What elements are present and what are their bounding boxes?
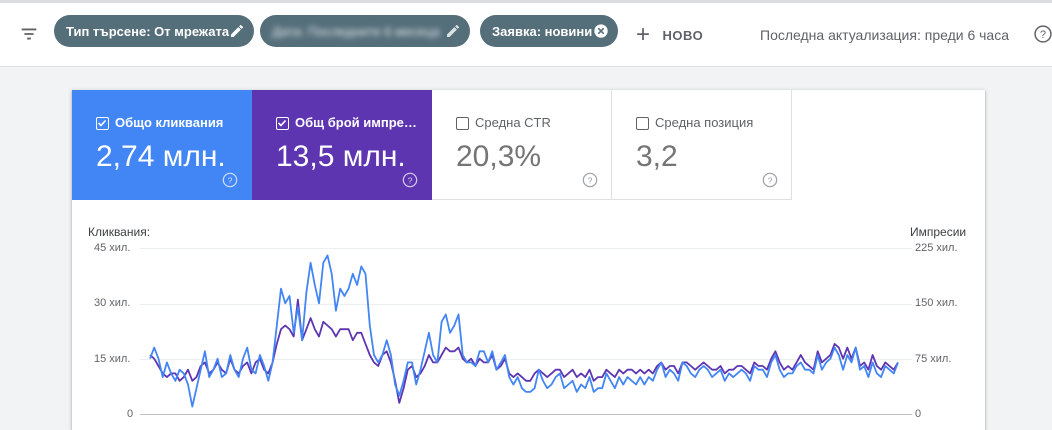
checkbox-unchecked[interactable] xyxy=(456,117,469,130)
x-axis-line xyxy=(140,414,912,415)
gridline xyxy=(140,248,912,249)
right-axis-title: Импресии xyxy=(910,225,967,239)
metric-label: Средна позиция xyxy=(655,115,754,130)
metric-tile-position[interactable]: Средна позиция 3,2 ? xyxy=(612,90,792,200)
svg-text:?: ? xyxy=(588,175,593,185)
svg-text:?: ? xyxy=(228,175,233,185)
right-tick: 225 хил. xyxy=(915,242,958,254)
performance-card: Общо кликвания 2,74 млн. ? Общ брой импр… xyxy=(72,90,985,430)
filter-icon[interactable] xyxy=(18,23,40,45)
metric-label: Средна CTR xyxy=(475,115,551,130)
right-tick: 75 хил. xyxy=(915,353,952,365)
left-tick: 45 хил. xyxy=(94,242,131,254)
metric-value: 13,5 млн. xyxy=(276,140,406,173)
right-tick: 150 хил. xyxy=(915,297,958,309)
left-tick: 15 хил. xyxy=(94,353,131,365)
metric-tile-ctr[interactable]: Средна CTR 20,3% ? xyxy=(432,90,612,200)
right-tick: 0 xyxy=(915,408,922,420)
close-circle-icon[interactable] xyxy=(593,23,609,39)
filter-bar: Тип търсене: От мрежата Дата: Последните… xyxy=(0,3,1052,67)
left-tick: 0 xyxy=(127,408,134,420)
edit-icon[interactable] xyxy=(445,23,461,39)
checkbox-unchecked[interactable] xyxy=(636,117,649,130)
metric-tile-clicks[interactable]: Общо кликвания 2,74 млн. ? xyxy=(72,90,252,200)
performance-chart xyxy=(149,254,899,408)
plus-icon: + xyxy=(636,21,651,48)
metric-tile-impressions[interactable]: Общ брой импре… 13,5 млн. ? xyxy=(252,90,432,200)
edit-icon[interactable] xyxy=(229,23,245,39)
clicks-series-line xyxy=(149,254,899,408)
svg-text:?: ? xyxy=(1040,29,1046,41)
checkbox-checked[interactable] xyxy=(96,117,109,130)
metric-label: Общо кликвания xyxy=(115,115,224,130)
gridline xyxy=(140,359,912,360)
help-icon[interactable]: ? xyxy=(402,172,418,188)
help-icon[interactable]: ? xyxy=(762,172,778,188)
left-axis-title: Кликвания: xyxy=(88,225,151,239)
impressions-series-line xyxy=(149,298,899,404)
query-chip[interactable]: Заявка: новини xyxy=(480,15,618,47)
chip-label: Заявка: новини xyxy=(492,23,593,39)
date-range-chip[interactable]: Дата: Последните 6 месеца xyxy=(260,15,470,47)
metric-value: 3,2 xyxy=(636,140,678,173)
new-filter-button[interactable]: + НОВО xyxy=(636,21,703,49)
svg-text:?: ? xyxy=(408,175,413,185)
search-type-chip[interactable]: Тип търсене: От мрежата xyxy=(54,15,254,47)
metric-value: 2,74 млн. xyxy=(96,140,226,173)
svg-text:?: ? xyxy=(768,175,773,185)
new-filter-label: НОВО xyxy=(662,27,704,43)
gridline xyxy=(140,304,912,305)
chip-label: Дата: Последните 6 месеца xyxy=(272,23,440,39)
top-divider xyxy=(0,0,1052,3)
chip-label: Тип търсене: От мрежата xyxy=(66,23,230,39)
help-icon[interactable]: ? xyxy=(1033,24,1052,44)
metric-value: 20,3% xyxy=(456,140,542,173)
metric-label: Общ брой импре… xyxy=(295,115,417,130)
last-update-text: Последна актуализация: преди 6 часа xyxy=(760,27,1009,43)
left-tick: 30 хил. xyxy=(94,297,131,309)
help-icon[interactable]: ? xyxy=(222,172,238,188)
help-icon[interactable]: ? xyxy=(582,172,598,188)
checkbox-checked[interactable] xyxy=(276,117,289,130)
